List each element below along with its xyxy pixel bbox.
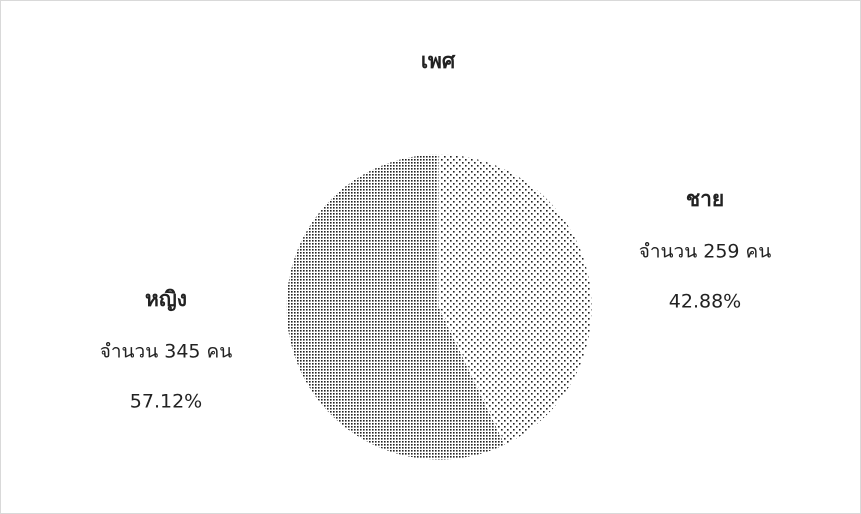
value-label: 42.88% <box>669 291 741 313</box>
category-label: ชาย <box>686 187 724 211</box>
value-label: 57.12% <box>130 391 202 413</box>
category-label: หญิง <box>145 287 187 312</box>
chart-title: เพศ <box>421 49 456 73</box>
pie-slice <box>285 153 506 461</box>
pie-slice <box>438 153 593 446</box>
count-label: จำนวน 259 คน <box>639 241 772 263</box>
count-label: จำนวน 345 คน <box>100 341 233 363</box>
